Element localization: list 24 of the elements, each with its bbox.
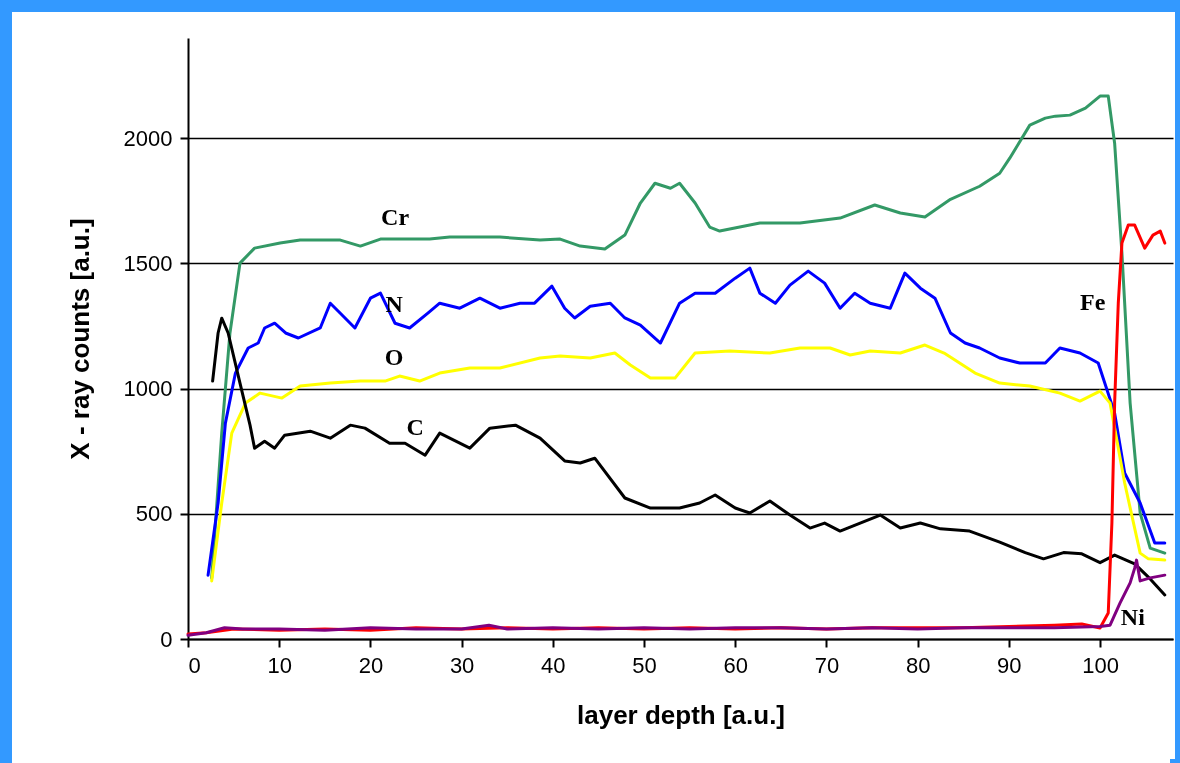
x-tick-label: 40 (541, 652, 566, 678)
y-tick-label: 0 (160, 626, 173, 652)
series-label: Fe (1080, 289, 1106, 316)
series-label: C (406, 414, 424, 441)
x-axis-title: layer depth [a.u.] (576, 699, 786, 730)
x-tick-label: 50 (632, 652, 657, 678)
x-tick-label: 10 (267, 652, 292, 678)
series-label: Cr (381, 204, 410, 231)
x-tick-label: 70 (814, 652, 840, 678)
series-label: Ni (1120, 603, 1146, 630)
y-tick-label: 1500 (123, 250, 173, 276)
x-tick-label: 30 (449, 652, 475, 678)
x-tick-label: 0 (188, 652, 201, 678)
y-tick-label: 1000 (123, 376, 173, 402)
x-tick-label: 90 (997, 652, 1022, 678)
x-tick-label: 20 (358, 652, 384, 678)
series-label: N (385, 291, 404, 318)
y-tick-label: 2000 (123, 125, 173, 151)
x-tick-label: 60 (723, 652, 748, 678)
y-tick-label: 500 (135, 501, 173, 527)
series-label: O (384, 344, 404, 371)
x-tick-label: 100 (1082, 652, 1119, 678)
y-axis-title: X - ray counts [a.u.] (64, 218, 95, 460)
x-tick-label: 80 (905, 652, 931, 678)
